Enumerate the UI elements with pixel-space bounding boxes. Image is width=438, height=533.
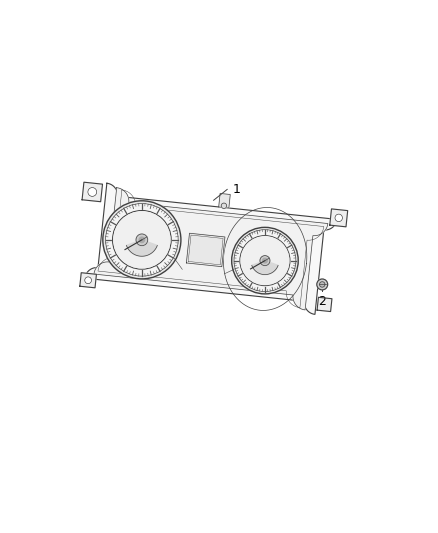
Circle shape bbox=[106, 204, 178, 276]
Polygon shape bbox=[219, 193, 230, 208]
Circle shape bbox=[317, 279, 328, 290]
Circle shape bbox=[260, 256, 270, 265]
Circle shape bbox=[114, 212, 170, 268]
Circle shape bbox=[113, 211, 171, 269]
Circle shape bbox=[103, 201, 181, 279]
Circle shape bbox=[136, 234, 148, 246]
Text: 2: 2 bbox=[318, 295, 326, 308]
Polygon shape bbox=[252, 261, 278, 274]
Circle shape bbox=[241, 237, 289, 285]
Polygon shape bbox=[187, 233, 225, 266]
Circle shape bbox=[234, 230, 296, 292]
Circle shape bbox=[263, 259, 267, 263]
Circle shape bbox=[85, 277, 92, 284]
Polygon shape bbox=[94, 188, 328, 310]
Text: 1: 1 bbox=[232, 183, 240, 196]
Polygon shape bbox=[82, 182, 102, 201]
Circle shape bbox=[221, 203, 227, 208]
Circle shape bbox=[232, 228, 298, 294]
Circle shape bbox=[335, 214, 343, 222]
Polygon shape bbox=[80, 273, 96, 288]
Polygon shape bbox=[330, 209, 348, 227]
Polygon shape bbox=[317, 297, 332, 312]
Circle shape bbox=[88, 188, 97, 196]
Circle shape bbox=[139, 237, 145, 243]
Polygon shape bbox=[85, 183, 337, 314]
Circle shape bbox=[240, 236, 290, 286]
Polygon shape bbox=[127, 240, 157, 256]
Circle shape bbox=[320, 282, 325, 287]
